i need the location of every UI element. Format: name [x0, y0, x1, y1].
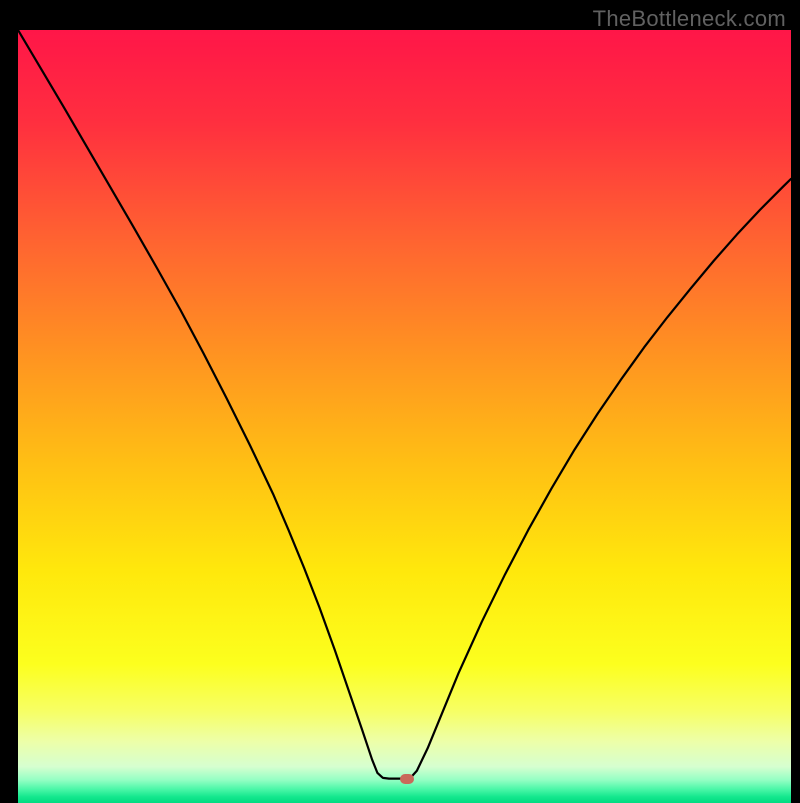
- plot-area: [18, 30, 791, 782]
- optimal-point-marker: [400, 774, 414, 784]
- watermark-text: TheBottleneck.com: [593, 6, 786, 32]
- bottleneck-curve: [18, 30, 791, 782]
